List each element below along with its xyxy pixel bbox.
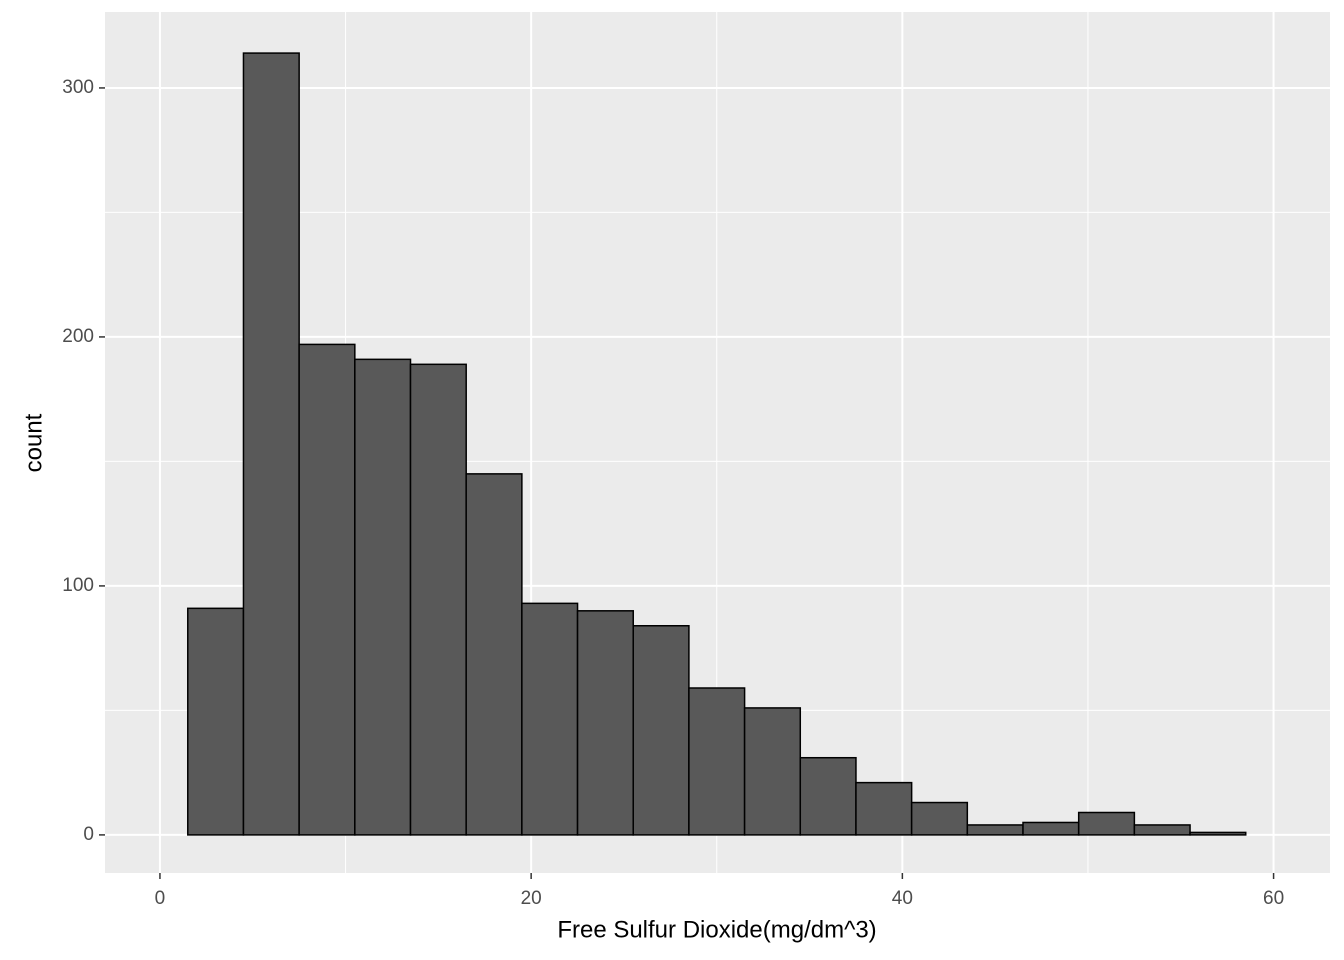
bar [1133, 824, 1191, 836]
bar [632, 625, 690, 836]
bar [1189, 831, 1247, 836]
bar [855, 781, 913, 836]
y-tick-label: 100 [62, 575, 94, 596]
bar [966, 824, 1024, 836]
bar [799, 756, 857, 836]
bar [1022, 821, 1080, 836]
x-axis-title: Free Sulfur Dioxide(mg/dm^3) [557, 916, 876, 943]
x-tick-label: 60 [1263, 888, 1284, 909]
x-tick-label: 40 [892, 888, 913, 909]
y-tick-label: 200 [62, 326, 94, 347]
labels: 0 20 40 60 0 100 200 300 [62, 77, 1284, 909]
bars [187, 52, 1247, 836]
bar [242, 52, 300, 836]
bar [688, 687, 746, 836]
y-tick-label: 0 [83, 824, 94, 845]
bar [521, 602, 579, 836]
y-tick-label: 300 [62, 77, 94, 98]
bar [187, 607, 245, 836]
y-axis-title: count [20, 413, 47, 472]
bar [1077, 811, 1136, 836]
bar [576, 610, 634, 836]
bar [298, 343, 356, 836]
bar [910, 801, 969, 836]
x-tick-label: 0 [155, 888, 166, 909]
bar [465, 473, 523, 836]
bar [354, 358, 412, 836]
x-tick-label: 20 [521, 888, 542, 909]
bar [409, 363, 467, 836]
bar [743, 707, 802, 836]
